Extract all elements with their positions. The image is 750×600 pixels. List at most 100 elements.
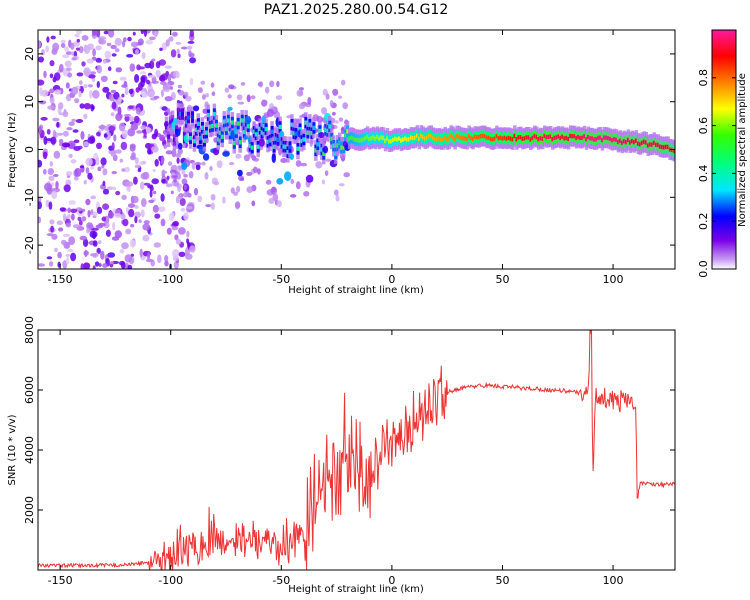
spectrogram-cell [130,224,135,228]
spectrogram-cell [140,30,145,35]
spectrogram-cell [195,164,201,171]
spectrogram-cell [640,140,644,145]
spectrogram-cell [87,84,93,88]
spectrogram-cell [171,226,179,231]
spectrogram-cell [96,142,102,149]
spectrogram-cell [160,156,165,163]
spectrogram-cell [213,112,216,117]
spectrogram-cell [138,82,143,91]
spectrogram-cell [348,136,352,141]
spectrogram-cell [114,48,120,53]
spectrogram-cell [265,86,270,94]
spectrogram-cell [131,195,139,204]
spectrogram-cell [73,176,79,181]
spectrogram-cell [182,192,189,198]
spectrogram-x-label: Height of straight line (km) [288,285,424,296]
spectrogram-cell [340,145,344,150]
spectrogram-cell [42,168,47,175]
spectrogram-cell [487,135,491,140]
spectrogram-cell [394,136,397,141]
spectrogram-cell [175,71,180,79]
spectrogram-cell [646,143,650,148]
spectrogram-cell [431,135,435,140]
spectrogram-cell [633,140,636,145]
spectrogram-cell [234,201,241,209]
spectrogram-cell [252,129,256,134]
spectrogram-cell [639,142,642,147]
spectrogram-cell [63,184,71,193]
spectrogram-cell [178,90,185,96]
spectrogram-cell [650,142,654,147]
spectrogram-cell [265,179,272,185]
spectrogram-cell [76,72,84,77]
spectrogram-cell [335,120,339,124]
spectrogram-cell [302,137,306,142]
spectrogram-cell [246,94,251,103]
spectrogram-cell [213,181,220,186]
spectrogram-cell [142,171,150,180]
spectrogram-cell [270,129,274,134]
spectrogram-cell [53,174,59,177]
spectrogram-cell [627,137,630,143]
spectrogram-cell [443,135,447,140]
spectrogram-cell [559,135,563,141]
spectrogram-cell [175,128,181,137]
spectrogram-cell [127,36,132,42]
spectrogram-cell [306,130,310,135]
spectrogram-cell [240,82,246,86]
spectrogram-cell [418,136,421,141]
spectrogram-cell [183,184,187,191]
spectrogram-cell [158,59,166,66]
spectrogram-cell [267,109,274,117]
spectrogram-cell [64,60,72,68]
spectrogram-cell [60,39,66,44]
spectrogram-cell [335,194,340,202]
spectrogram-cell [380,135,383,140]
spectrogram-cell [220,134,224,139]
spectrogram-cell [180,207,186,212]
spectrogram-cell [433,136,437,141]
spectrogram-cell [236,185,241,193]
spectrogram-cell [107,252,116,258]
spectrogram-cell [48,175,55,182]
colorbar-tick-label: 0.8 [697,69,710,87]
spectrogram-cell [321,179,325,185]
spectrogram-cell [310,131,314,136]
spectrogram-cell [67,248,74,253]
spectrogram-cell [68,236,76,246]
spectrogram-cell [336,143,340,148]
spectrogram-cell [551,137,555,142]
spectrogram-cell [90,166,95,170]
spectrogram-cell [485,135,489,140]
spectrogram-cell [38,79,45,86]
spectrogram-cell [159,137,166,141]
spectrogram-cell [228,162,235,166]
spectrogram-cell [82,262,91,269]
spectrogram-cell [164,260,169,267]
spectrogram-cell [75,207,83,212]
spectrogram-cell [376,134,379,140]
spectrogram-cell [68,153,73,159]
spectrogram-cell [103,59,107,64]
spectrogram-cell [132,31,136,36]
spectrogram-cell [461,136,465,141]
spectrogram-cell [64,46,69,52]
spectrogram-cell [340,79,346,86]
spectrogram-cell [186,230,190,238]
spectrogram-cell [186,45,193,50]
spectrogram-cell [71,118,76,122]
colorbar-tick-label: 0.2 [697,212,710,230]
spectrogram-cell [51,233,58,240]
spectrogram-cell [144,62,152,69]
spectrogram-cell [175,196,180,204]
spectrogram-cell [58,102,64,110]
spectrogram-cell [412,136,415,141]
spectrogram-cell [102,188,110,195]
spectrogram-cell [414,135,417,140]
spectrogram-cell [112,186,117,191]
spectrogram-cell [155,69,161,78]
spectrogram-cell [159,47,163,51]
spectrogram-cell [83,67,91,76]
spectrogram-cell [537,137,541,142]
